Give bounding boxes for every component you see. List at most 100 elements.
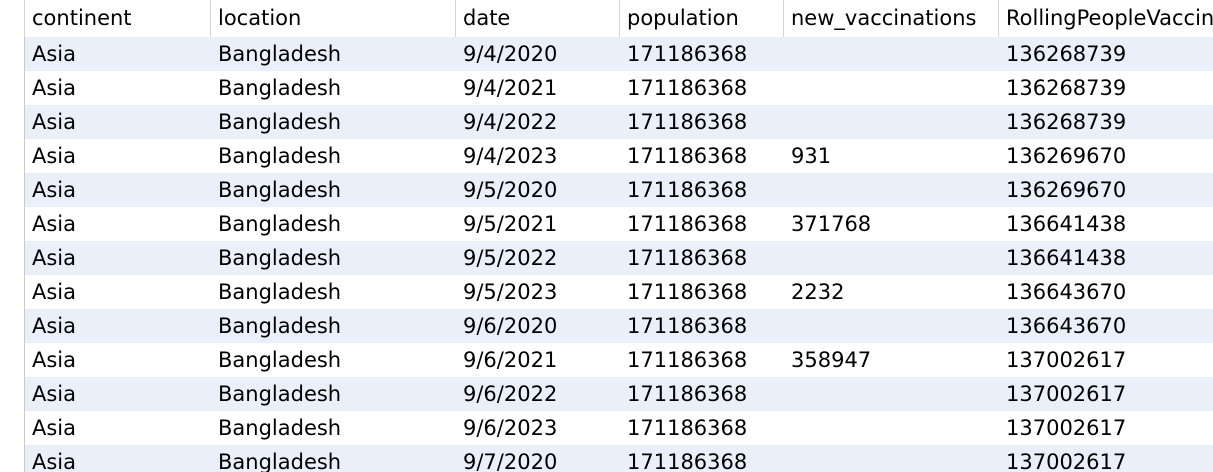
- cell-rolling-people-vaccinated[interactable]: 136643670: [1006, 280, 1127, 304]
- table-row[interactable]: Asia Bangladesh 9/6/2022 171186368 137002617: [0, 377, 1213, 411]
- cell-location[interactable]: Bangladesh: [218, 76, 342, 100]
- column-header-date[interactable]: date: [456, 0, 620, 37]
- table-row[interactable]: Asia Bangladesh 9/4/2021 171186368 136268739: [0, 71, 1213, 105]
- cell-location[interactable]: Bangladesh: [218, 144, 342, 168]
- cell-population[interactable]: 171186368: [627, 212, 748, 236]
- cell-continent[interactable]: Asia: [32, 212, 77, 236]
- cell-location[interactable]: Bangladesh: [218, 110, 342, 134]
- cell-new-vaccinations[interactable]: 2232: [791, 280, 845, 304]
- cell-date[interactable]: 9/6/2021: [463, 348, 558, 372]
- cell-new-vaccinations[interactable]: 931: [791, 144, 832, 168]
- cell-new-vaccinations[interactable]: 358947: [791, 348, 872, 372]
- cell-continent[interactable]: Asia: [32, 382, 77, 406]
- table-row[interactable]: Asia Bangladesh 9/6/2023 171186368 137002617: [0, 411, 1213, 445]
- cell-population[interactable]: 171186368: [627, 416, 748, 440]
- table-row[interactable]: Asia Bangladesh 9/7/2020 171186368 137002617: [0, 445, 1213, 472]
- cell-continent[interactable]: Asia: [32, 314, 77, 338]
- cell-continent[interactable]: Asia: [32, 280, 77, 304]
- table-row[interactable]: Asia Bangladesh 9/5/2020 171186368 136269670: [0, 173, 1213, 207]
- column-header-rolling-people-vaccinated[interactable]: RollingPeopleVaccin: [1006, 6, 1213, 30]
- row-selector[interactable]: [0, 343, 25, 377]
- cell-rolling-people-vaccinated[interactable]: 136269670: [1006, 144, 1127, 168]
- cell-population[interactable]: 171186368: [627, 246, 748, 270]
- cell-new-vaccinations[interactable]: [784, 71, 999, 105]
- cell-population[interactable]: 171186368: [627, 348, 748, 372]
- cell-population[interactable]: 171186368: [627, 280, 748, 304]
- cell-new-vaccinations[interactable]: [784, 105, 999, 139]
- cell-rolling-people-vaccinated[interactable]: 136268739: [1006, 76, 1127, 100]
- cell-new-vaccinations[interactable]: 371768: [791, 212, 872, 236]
- cell-new-vaccinations[interactable]: [784, 445, 999, 472]
- cell-population[interactable]: 171186368: [627, 110, 748, 134]
- cell-date[interactable]: 9/5/2023: [463, 280, 558, 304]
- cell-continent[interactable]: Asia: [32, 144, 77, 168]
- cell-rolling-people-vaccinated[interactable]: 136641438: [1006, 212, 1127, 236]
- cell-date[interactable]: 9/7/2020: [463, 450, 558, 472]
- cell-location[interactable]: Bangladesh: [218, 382, 342, 406]
- cell-continent[interactable]: Asia: [32, 348, 77, 372]
- cell-location[interactable]: Bangladesh: [218, 314, 342, 338]
- cell-new-vaccinations[interactable]: [784, 309, 999, 343]
- cell-new-vaccinations[interactable]: [784, 173, 999, 207]
- row-selector[interactable]: [0, 309, 25, 343]
- cell-date[interactable]: 9/6/2022: [463, 382, 558, 406]
- table-row[interactable]: Asia Bangladesh 9/6/2021 171186368 358947 137…: [0, 343, 1213, 377]
- cell-population[interactable]: 171186368: [627, 144, 748, 168]
- cell-continent[interactable]: Asia: [32, 416, 77, 440]
- cell-population[interactable]: 171186368: [627, 42, 748, 66]
- cell-rolling-people-vaccinated[interactable]: 136269670: [1006, 178, 1127, 202]
- table-row[interactable]: Asia Bangladesh 9/6/2020 171186368 136643670: [0, 309, 1213, 343]
- cell-continent[interactable]: Asia: [32, 246, 77, 270]
- cell-date[interactable]: 9/4/2022: [463, 110, 558, 134]
- cell-population[interactable]: 171186368: [627, 450, 748, 472]
- table-row[interactable]: Asia Bangladesh 9/5/2022 171186368 136641438: [0, 241, 1213, 275]
- cell-rolling-people-vaccinated[interactable]: 137002617: [1006, 382, 1127, 406]
- cell-rolling-people-vaccinated[interactable]: 136643670: [1006, 314, 1127, 338]
- cell-date[interactable]: 9/5/2020: [463, 178, 558, 202]
- cell-location[interactable]: Bangladesh: [218, 450, 342, 472]
- cell-rolling-people-vaccinated[interactable]: 137002617: [1006, 348, 1127, 372]
- table-row[interactable]: Asia Bangladesh 9/5/2023 171186368 2232 13664…: [0, 275, 1213, 309]
- cell-continent[interactable]: Asia: [32, 76, 77, 100]
- cell-rolling-people-vaccinated[interactable]: 137002617: [1006, 416, 1127, 440]
- cell-new-vaccinations[interactable]: [784, 241, 999, 275]
- cell-date[interactable]: 9/5/2022: [463, 246, 558, 270]
- row-selector[interactable]: [0, 275, 25, 309]
- column-header-new-vaccinations[interactable]: new_vaccinations: [784, 0, 999, 37]
- column-header-population[interactable]: population: [620, 0, 784, 37]
- cell-population[interactable]: 171186368: [627, 178, 748, 202]
- row-selector[interactable]: [0, 377, 25, 411]
- cell-population[interactable]: 171186368: [627, 76, 748, 100]
- row-selector[interactable]: [0, 445, 25, 472]
- cell-date[interactable]: 9/6/2023: [463, 416, 558, 440]
- row-selector[interactable]: [0, 37, 25, 71]
- cell-new-vaccinations[interactable]: [784, 37, 999, 71]
- row-selector[interactable]: [0, 105, 25, 139]
- cell-location[interactable]: Bangladesh: [218, 416, 342, 440]
- cell-new-vaccinations[interactable]: [784, 411, 999, 445]
- cell-date[interactable]: 9/4/2021: [463, 76, 558, 100]
- cell-rolling-people-vaccinated[interactable]: 136268739: [1006, 110, 1127, 134]
- cell-new-vaccinations[interactable]: [784, 377, 999, 411]
- row-selector[interactable]: [0, 241, 25, 275]
- cell-location[interactable]: Bangladesh: [218, 178, 342, 202]
- row-selector[interactable]: [0, 173, 25, 207]
- cell-population[interactable]: 171186368: [627, 382, 748, 406]
- cell-date[interactable]: 9/4/2020: [463, 42, 558, 66]
- table-row[interactable]: Asia Bangladesh 9/4/2022 171186368 136268739: [0, 105, 1213, 139]
- cell-continent[interactable]: Asia: [32, 110, 77, 134]
- cell-location[interactable]: Bangladesh: [218, 246, 342, 270]
- cell-rolling-people-vaccinated[interactable]: 136268739: [1006, 42, 1127, 66]
- row-selector[interactable]: [0, 71, 25, 105]
- column-header-location[interactable]: location: [211, 0, 456, 37]
- cell-rolling-people-vaccinated[interactable]: 137002617: [1006, 450, 1127, 472]
- cell-location[interactable]: Bangladesh: [218, 42, 342, 66]
- cell-continent[interactable]: Asia: [32, 178, 77, 202]
- cell-date[interactable]: 9/4/2023: [463, 144, 558, 168]
- cell-date[interactable]: 9/6/2020: [463, 314, 558, 338]
- cell-rolling-people-vaccinated[interactable]: 136641438: [1006, 246, 1127, 270]
- column-header-continent[interactable]: continent: [25, 0, 211, 37]
- row-selector[interactable]: [0, 207, 25, 241]
- cell-continent[interactable]: Asia: [32, 450, 77, 472]
